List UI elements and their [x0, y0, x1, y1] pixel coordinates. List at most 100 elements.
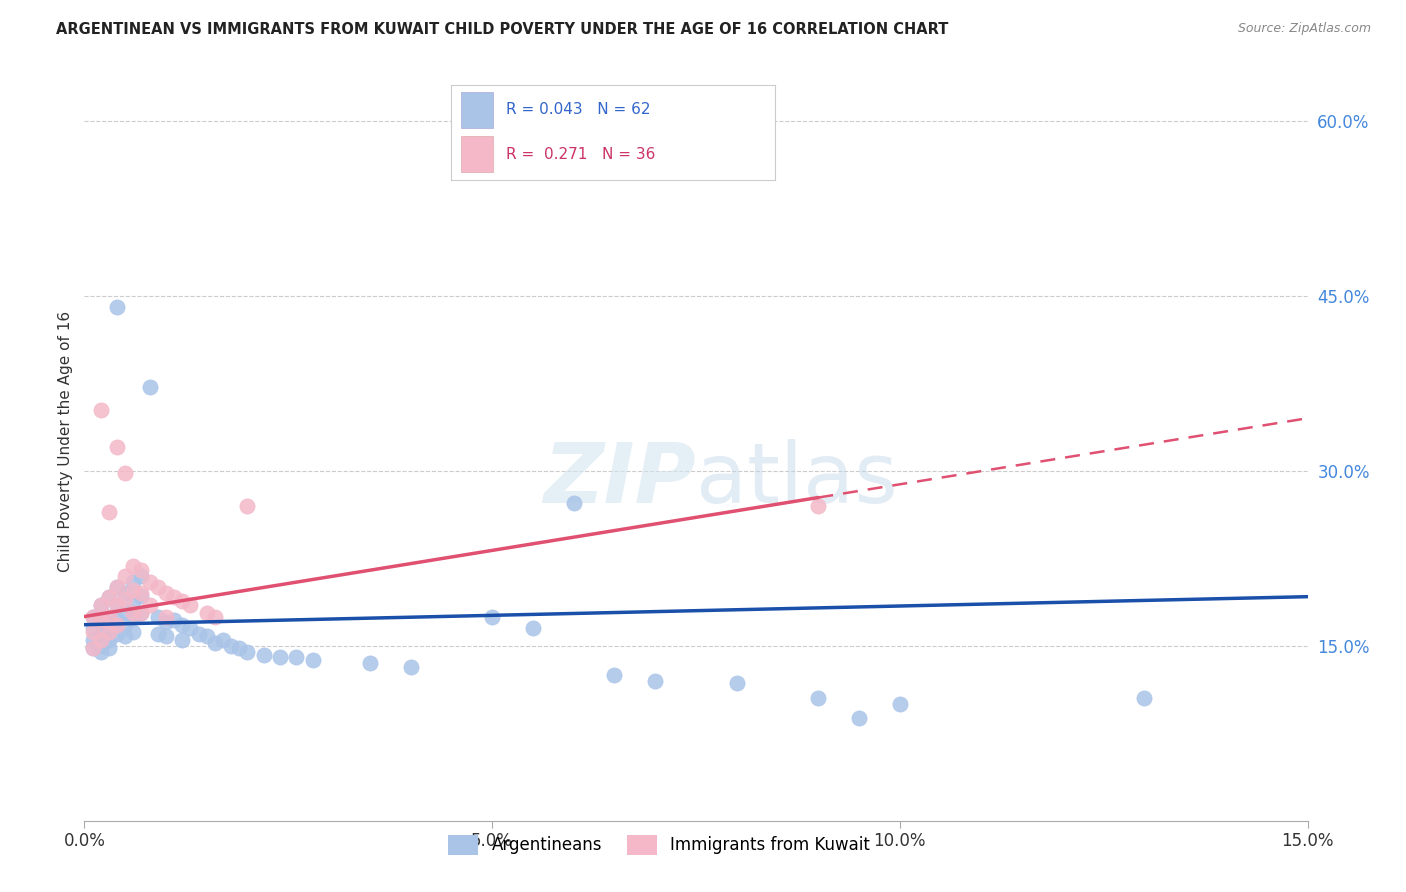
- Text: ARGENTINEAN VS IMMIGRANTS FROM KUWAIT CHILD POVERTY UNDER THE AGE OF 16 CORRELAT: ARGENTINEAN VS IMMIGRANTS FROM KUWAIT CH…: [56, 22, 949, 37]
- Point: [195, 629, 218, 643]
- Point: [131, 606, 153, 620]
- Point: [114, 586, 136, 600]
- Point: [146, 580, 169, 594]
- Point: [848, 711, 870, 725]
- Point: [82, 640, 104, 655]
- Point: [155, 615, 177, 630]
- Point: [105, 598, 128, 612]
- Point: [90, 403, 112, 417]
- Point: [725, 676, 748, 690]
- Point: [195, 606, 218, 620]
- Point: [90, 615, 112, 630]
- Point: [187, 627, 209, 641]
- Point: [359, 656, 381, 670]
- Point: [172, 617, 194, 632]
- Point: [114, 592, 136, 607]
- Text: Source: ZipAtlas.com: Source: ZipAtlas.com: [1237, 22, 1371, 36]
- Point: [163, 590, 186, 604]
- Point: [399, 659, 422, 673]
- Point: [1133, 691, 1156, 706]
- Point: [807, 691, 830, 706]
- Point: [146, 627, 169, 641]
- Point: [236, 644, 259, 658]
- Point: [82, 624, 104, 639]
- Point: [105, 580, 128, 594]
- Point: [562, 496, 585, 510]
- Point: [138, 598, 160, 612]
- Point: [97, 609, 120, 624]
- Point: [122, 594, 145, 608]
- Point: [155, 629, 177, 643]
- Point: [522, 621, 544, 635]
- Point: [82, 609, 104, 624]
- Point: [228, 640, 250, 655]
- Point: [131, 606, 153, 620]
- Point: [105, 613, 128, 627]
- Point: [122, 559, 145, 574]
- Point: [97, 632, 120, 647]
- Point: [155, 609, 177, 624]
- Point: [105, 617, 128, 632]
- Point: [105, 580, 128, 594]
- Point: [131, 589, 153, 603]
- Legend: Argentineans, Immigrants from Kuwait: Argentineans, Immigrants from Kuwait: [441, 828, 877, 862]
- Point: [90, 598, 112, 612]
- Point: [97, 624, 120, 639]
- Point: [97, 609, 120, 624]
- Point: [97, 640, 120, 655]
- Point: [146, 609, 169, 624]
- Point: [97, 590, 120, 604]
- Point: [236, 499, 259, 513]
- Point: [97, 504, 120, 518]
- Point: [481, 609, 503, 624]
- Point: [644, 673, 666, 688]
- Point: [138, 380, 160, 394]
- Text: ZIP: ZIP: [543, 439, 696, 520]
- Point: [82, 621, 104, 635]
- Point: [122, 582, 145, 597]
- Point: [253, 648, 276, 662]
- Point: [889, 697, 911, 711]
- Point: [97, 590, 120, 604]
- Point: [105, 627, 128, 641]
- Point: [269, 650, 291, 665]
- Point: [82, 632, 104, 647]
- Point: [114, 604, 136, 618]
- Point: [301, 653, 323, 667]
- Point: [131, 586, 153, 600]
- Point: [114, 466, 136, 480]
- Point: [155, 586, 177, 600]
- Point: [122, 624, 145, 639]
- Point: [90, 598, 112, 612]
- Point: [163, 613, 186, 627]
- Point: [105, 598, 128, 612]
- Point: [285, 650, 308, 665]
- Point: [90, 639, 112, 653]
- Point: [603, 668, 626, 682]
- Point: [114, 629, 136, 643]
- Point: [131, 563, 153, 577]
- Text: atlas: atlas: [696, 439, 897, 520]
- Y-axis label: Child Poverty Under the Age of 16: Child Poverty Under the Age of 16: [58, 311, 73, 572]
- Point: [138, 574, 160, 589]
- Point: [807, 499, 830, 513]
- Point: [179, 621, 201, 635]
- Point: [204, 636, 226, 650]
- Point: [90, 632, 112, 647]
- Point: [204, 609, 226, 624]
- Point: [122, 609, 145, 624]
- Point: [179, 598, 201, 612]
- Point: [90, 613, 112, 627]
- Point: [212, 632, 235, 647]
- Point: [105, 441, 128, 455]
- Point: [219, 639, 242, 653]
- Point: [122, 606, 145, 620]
- Point: [172, 594, 194, 608]
- Point: [82, 640, 104, 655]
- Point: [172, 632, 194, 647]
- Point: [122, 574, 145, 589]
- Point: [82, 609, 104, 624]
- Point: [114, 617, 136, 632]
- Point: [97, 624, 120, 639]
- Point: [131, 568, 153, 582]
